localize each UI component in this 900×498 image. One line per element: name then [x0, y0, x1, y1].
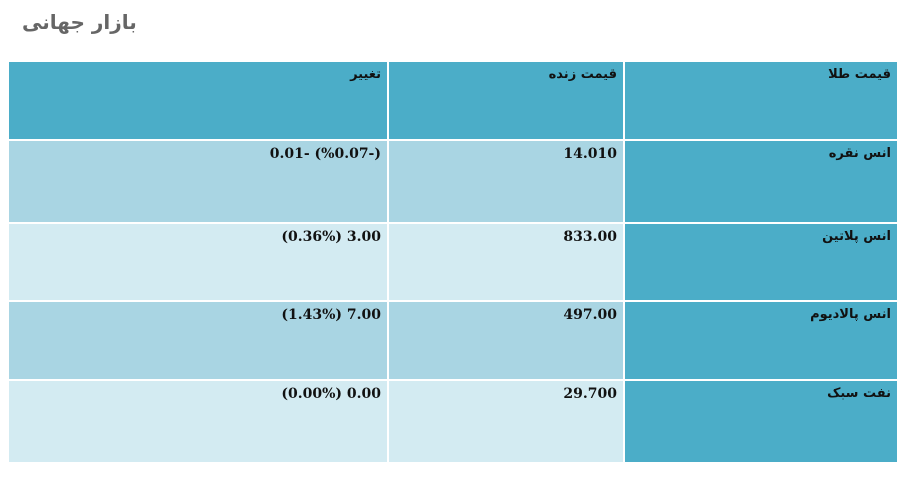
instrument-name-cell: انس پلاتین	[625, 224, 897, 300]
price-cell: 29.700	[389, 381, 623, 462]
header-live-price: قیمت زنده	[389, 62, 623, 139]
price-cell: 14.010	[389, 141, 623, 222]
header-gold-price: قیمت طلا	[625, 62, 897, 139]
price-cell: 833.00	[389, 224, 623, 300]
change-cell: (1.43%) 7.00	[9, 302, 387, 379]
change-cell: (0.00%) 0.00	[9, 381, 387, 462]
instrument-name-cell: نفت سبک	[625, 381, 897, 462]
change-cell: (0.36%) 3.00	[9, 224, 387, 300]
market-table: تغییر قیمت زنده قیمت طلا 0.01- (%0.07-) …	[9, 62, 897, 462]
page-title: بازار جهانی	[22, 10, 137, 34]
change-cell: 0.01- (%0.07-)	[9, 141, 387, 222]
header-change: تغییر	[9, 62, 387, 139]
instrument-name-cell: انس نقره	[625, 141, 897, 222]
instrument-name-cell: انس پالادیوم	[625, 302, 897, 379]
price-cell: 497.00	[389, 302, 623, 379]
